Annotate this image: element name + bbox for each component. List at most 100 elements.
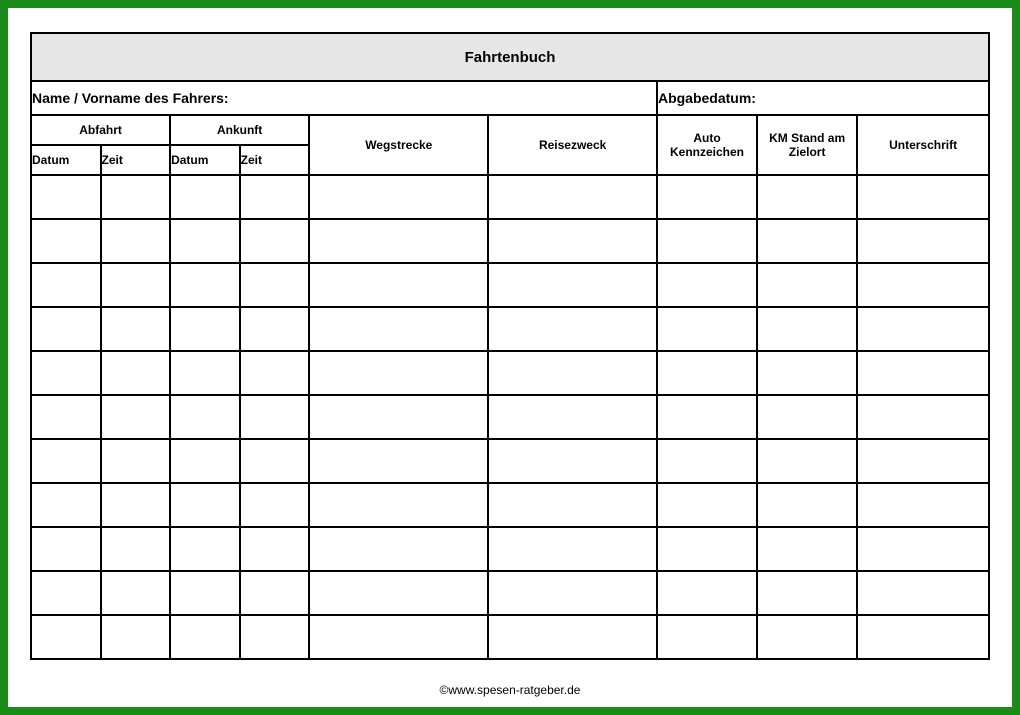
table-cell [757, 395, 857, 439]
table-row [31, 307, 989, 351]
table-cell [101, 571, 171, 615]
table-cell [170, 527, 240, 571]
table-cell [657, 263, 757, 307]
table-cell [857, 219, 989, 263]
header-reisezweck: Reisezweck [488, 115, 657, 175]
header-km-stand: KM Stand am Zielort [757, 115, 857, 175]
table-cell [657, 219, 757, 263]
table-cell [757, 615, 857, 659]
table-cell [488, 175, 657, 219]
table-row [31, 571, 989, 615]
table-cell [309, 219, 488, 263]
table-row [31, 219, 989, 263]
header-abfahrt: Abfahrt [31, 115, 170, 145]
table-cell [101, 439, 171, 483]
table-cell [488, 351, 657, 395]
table-cell [170, 615, 240, 659]
table-row [31, 483, 989, 527]
table-cell [857, 263, 989, 307]
header-ankunft-datum: Datum [170, 145, 240, 175]
table-row [31, 351, 989, 395]
table-cell [101, 527, 171, 571]
table-cell [240, 483, 310, 527]
table-cell [757, 351, 857, 395]
table-cell [31, 615, 101, 659]
page-content: Fahrtenbuch Name / Vorname des Fahrers: … [30, 32, 990, 667]
table-cell [657, 351, 757, 395]
table-cell [488, 395, 657, 439]
table-cell [31, 263, 101, 307]
table-cell [757, 307, 857, 351]
submission-date-label: Abgabedatum: [657, 81, 989, 115]
table-cell [857, 175, 989, 219]
table-cell [757, 439, 857, 483]
table-cell [488, 263, 657, 307]
document-title: Fahrtenbuch [31, 33, 989, 81]
table-cell [170, 439, 240, 483]
table-cell [857, 527, 989, 571]
table-row [31, 527, 989, 571]
header-unterschrift: Unterschrift [857, 115, 989, 175]
footer-credit: ©www.spesen-ratgeber.de [8, 683, 1012, 697]
table-cell [657, 395, 757, 439]
table-cell [170, 483, 240, 527]
table-cell [857, 351, 989, 395]
table-cell [657, 439, 757, 483]
table-row [31, 175, 989, 219]
table-cell [31, 175, 101, 219]
driver-name-label: Name / Vorname des Fahrers: [31, 81, 657, 115]
table-cell [101, 483, 171, 527]
table-cell [857, 439, 989, 483]
table-cell [170, 219, 240, 263]
table-cell [309, 527, 488, 571]
table-cell [170, 351, 240, 395]
table-cell [240, 527, 310, 571]
document-frame: Fahrtenbuch Name / Vorname des Fahrers: … [0, 0, 1020, 715]
table-cell [240, 571, 310, 615]
table-cell [170, 307, 240, 351]
table-cell [657, 571, 757, 615]
table-cell [240, 219, 310, 263]
table-cell [31, 483, 101, 527]
table-cell [309, 263, 488, 307]
header-abfahrt-zeit: Zeit [101, 145, 171, 175]
table-cell [101, 263, 171, 307]
table-cell [170, 571, 240, 615]
table-cell [309, 307, 488, 351]
table-cell [657, 483, 757, 527]
table-cell [101, 219, 171, 263]
table-cell [309, 175, 488, 219]
table-cell [757, 263, 857, 307]
table-cell [488, 219, 657, 263]
table-cell [657, 615, 757, 659]
table-cell [857, 483, 989, 527]
table-cell [31, 439, 101, 483]
table-cell [657, 175, 757, 219]
table-cell [309, 395, 488, 439]
table-cell [31, 219, 101, 263]
table-cell [31, 351, 101, 395]
table-cell [757, 571, 857, 615]
table-cell [488, 615, 657, 659]
table-cell [857, 395, 989, 439]
table-cell [857, 571, 989, 615]
table-cell [309, 615, 488, 659]
header-kennzeichen: Auto Kennzeichen [657, 115, 757, 175]
table-cell [240, 263, 310, 307]
table-cell [309, 483, 488, 527]
table-cell [488, 571, 657, 615]
table-cell [240, 175, 310, 219]
table-cell [757, 483, 857, 527]
table-cell [488, 307, 657, 351]
table-row [31, 395, 989, 439]
table-row [31, 263, 989, 307]
table-cell [309, 351, 488, 395]
table-cell [488, 527, 657, 571]
table-cell [240, 615, 310, 659]
header-ankunft-zeit: Zeit [240, 145, 310, 175]
table-cell [31, 307, 101, 351]
table-cell [657, 307, 757, 351]
header-ankunft: Ankunft [170, 115, 309, 145]
table-cell [857, 307, 989, 351]
table-cell [757, 527, 857, 571]
